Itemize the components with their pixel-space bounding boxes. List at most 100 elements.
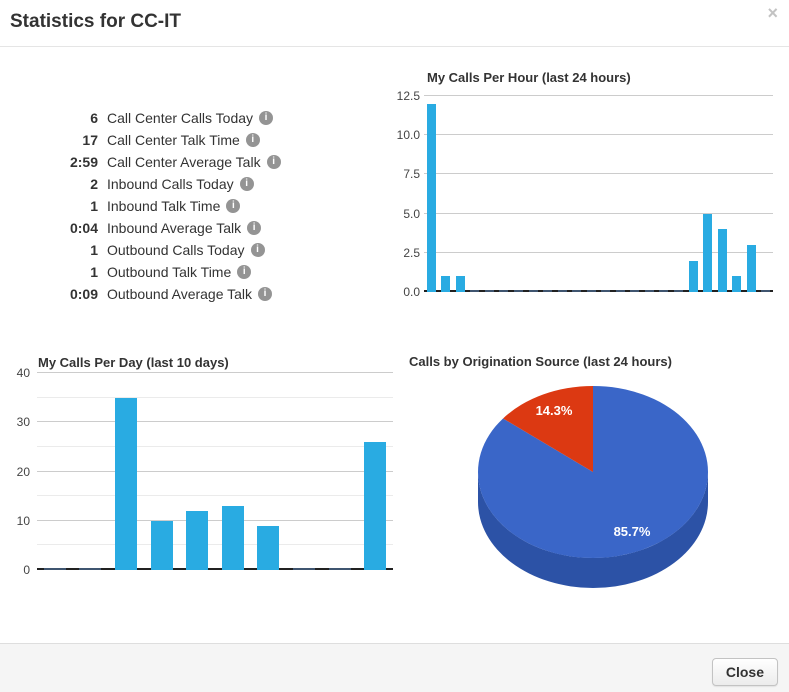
bar xyxy=(150,520,173,570)
y-tick-label: 30 xyxy=(16,415,30,430)
stat-row: 0:09 Outbound Average Talk i xyxy=(0,283,330,305)
close-button[interactable]: Close xyxy=(711,658,778,686)
zero-value-mark xyxy=(484,290,494,292)
bar xyxy=(688,260,698,292)
stat-value: 1 xyxy=(90,242,98,258)
stat-value: 2 xyxy=(90,176,98,192)
y-tick-label: 0 xyxy=(23,563,30,577)
page-title: Statistics for CC-IT xyxy=(10,11,182,32)
y-tick-label: 10 xyxy=(16,513,30,528)
stat-value: 0:04 xyxy=(69,220,98,236)
pie-slice-label: 14.3% xyxy=(536,403,573,418)
zero-value-mark xyxy=(293,568,315,570)
zero-value-mark xyxy=(543,290,553,292)
daily-chart-plot xyxy=(37,372,393,570)
info-icon[interactable]: i xyxy=(247,221,262,235)
gridline xyxy=(37,470,393,472)
y-tick-label: 12.5 xyxy=(396,89,420,103)
x-axis-line xyxy=(424,290,773,292)
gridline xyxy=(37,495,393,497)
stat-row: 17 Call Center Talk Time i xyxy=(0,129,330,151)
bar xyxy=(364,441,387,570)
zero-value-mark xyxy=(586,290,596,292)
y-tick-label: 20 xyxy=(16,464,30,479)
pie-svg: 85.7% 14.3% xyxy=(478,386,709,588)
info-icon[interactable]: i xyxy=(245,133,260,147)
info-icon[interactable]: i xyxy=(250,243,265,257)
zero-value-mark xyxy=(761,290,771,292)
bar xyxy=(441,276,451,292)
y-tick-label: 5.0 xyxy=(403,206,420,221)
zero-value-mark xyxy=(499,290,509,292)
y-tick-label: 0.0 xyxy=(403,285,420,299)
stat-label: Outbound Average Talk xyxy=(107,286,253,302)
pie-slice-label: 85.7% xyxy=(614,524,651,539)
modal-header: Statistics for CC-IT × xyxy=(0,0,789,47)
x-axis-line xyxy=(37,568,393,570)
stat-label: Call Center Talk Time xyxy=(107,132,240,148)
zero-value-mark xyxy=(79,568,102,570)
pie-slice xyxy=(478,386,709,558)
stat-label: Outbound Calls Today xyxy=(107,242,245,258)
gridline xyxy=(37,445,393,447)
gridline xyxy=(424,212,773,214)
bar xyxy=(717,229,727,292)
zero-value-mark xyxy=(528,290,538,292)
info-icon[interactable]: i xyxy=(237,265,252,279)
info-icon[interactable]: i xyxy=(258,287,273,301)
stat-value: 1 xyxy=(90,198,98,214)
zero-value-mark xyxy=(557,290,567,292)
info-icon[interactable]: i xyxy=(259,111,274,125)
hourly-chart-title: My Calls Per Hour (last 24 hours) xyxy=(427,70,631,85)
stat-row: 1 Outbound Calls Today i xyxy=(0,239,330,261)
zero-value-mark xyxy=(630,290,640,292)
stat-value: 17 xyxy=(82,132,98,148)
stat-label: Inbound Calls Today xyxy=(107,176,234,192)
hourly-chart-plot xyxy=(424,95,773,292)
zero-value-mark xyxy=(659,290,669,292)
bar xyxy=(426,103,436,292)
stat-label: Call Center Average Talk xyxy=(107,154,261,170)
stat-label: Inbound Talk Time xyxy=(107,198,221,214)
origination-pie-chart: Calls by Origination Source (last 24 hou… xyxy=(400,345,789,630)
bar xyxy=(221,505,244,570)
stat-row: 1 Outbound Talk Time i xyxy=(0,261,330,283)
bar xyxy=(186,510,209,570)
stat-row: 2 Inbound Calls Today i xyxy=(0,173,330,195)
zero-value-mark xyxy=(328,568,351,570)
gridline xyxy=(424,134,773,136)
info-icon[interactable]: i xyxy=(266,155,281,169)
gridline xyxy=(37,544,393,546)
stats-list: 6 Call Center Calls Today i 17 Call Center T… xyxy=(0,107,330,305)
hourly-calls-chart: My Calls Per Hour (last 24 hours) 0.0 2.5… xyxy=(390,65,789,305)
zero-value-mark xyxy=(470,290,480,292)
stat-value: 0:09 xyxy=(69,286,98,302)
info-icon[interactable]: i xyxy=(226,199,241,213)
daily-chart-title: My Calls Per Day (last 10 days) xyxy=(38,355,229,370)
bar xyxy=(746,244,756,292)
y-tick-label: 10.0 xyxy=(396,128,420,143)
stat-row: 2:59 Call Center Average Talk i xyxy=(0,151,330,173)
modal-footer: Close xyxy=(0,643,789,692)
info-icon[interactable]: i xyxy=(239,177,254,191)
bar xyxy=(115,397,137,570)
daily-calls-chart: My Calls Per Day (last 10 days) 0 10 20 30 4… xyxy=(0,345,400,585)
gridline xyxy=(37,519,393,521)
gridline xyxy=(424,173,773,175)
y-tick-label: 2.5 xyxy=(403,245,420,260)
close-icon[interactable]: × xyxy=(767,3,778,23)
zero-value-mark xyxy=(644,290,654,292)
stat-label: Outbound Talk Time xyxy=(107,264,232,280)
stat-label: Call Center Calls Today xyxy=(107,110,254,126)
gridline xyxy=(37,396,393,398)
stat-value: 2:59 xyxy=(69,154,98,170)
bar xyxy=(455,276,465,292)
bar xyxy=(257,525,280,570)
gridline xyxy=(424,251,773,253)
stat-label: Inbound Average Talk xyxy=(107,220,242,236)
y-tick-label: 7.5 xyxy=(403,167,420,182)
bar xyxy=(732,276,742,292)
pie-slice xyxy=(503,386,593,472)
zero-value-mark xyxy=(615,290,625,292)
